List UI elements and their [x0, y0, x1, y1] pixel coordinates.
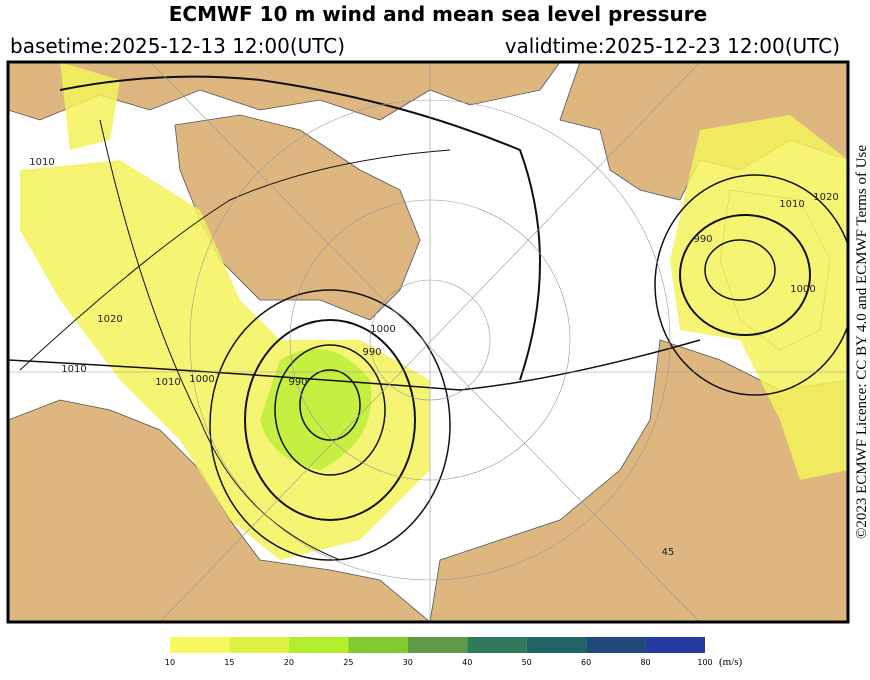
colorbar-segment — [526, 637, 587, 653]
contour-label: 1000 — [790, 284, 815, 295]
contour-label: 990 — [362, 347, 381, 358]
colorbar-tick-label: 10 — [165, 658, 175, 667]
contour-label: 1010 — [29, 157, 54, 168]
contour-label: 1000 — [370, 324, 395, 335]
colorbar-segment — [586, 637, 646, 653]
validtime: validtime:2025-12-23 12:00(UTC) — [505, 34, 840, 58]
colorbar-tick-label: 80 — [640, 658, 650, 667]
contour-label: 45 — [662, 547, 675, 558]
colorbar-tick-label: 50 — [522, 658, 532, 667]
colorbar-tick-label: 60 — [581, 658, 591, 667]
contour-label: 1010 — [779, 199, 804, 210]
colorbar-segment — [348, 637, 408, 653]
contour-label: 990 — [693, 234, 712, 245]
isobars — [8, 75, 848, 561]
colorbar-segment — [288, 637, 349, 653]
colorbar-tick-label: 100 — [697, 658, 712, 667]
colorbar-tick-label: 20 — [284, 658, 294, 667]
basetime: basetime:2025-12-13 12:00(UTC) — [10, 34, 345, 58]
graticule — [8, 62, 848, 622]
colorbar-tick-label: 25 — [343, 658, 353, 667]
map — [8, 62, 848, 622]
contour-label: 1000 — [189, 374, 214, 385]
map-frame — [6, 60, 850, 624]
colorbar-segment — [407, 637, 468, 653]
colorbar-tick-label: 15 — [224, 658, 234, 667]
colorbar-segment — [645, 637, 705, 653]
colorbar-segment — [170, 637, 230, 653]
contour-label: 1010 — [61, 364, 86, 375]
colorbar-segment — [467, 637, 527, 653]
colorbar-tick-label: 30 — [403, 658, 413, 667]
colorbar-segment — [229, 637, 289, 653]
licence: ©2023 ECMWF Licence: CC BY 4.0 and ECMWF… — [854, 145, 870, 539]
contour-label: 1020 — [97, 314, 122, 325]
colorbar: 10 15 20 25 30 40 50 60 80 100 (m/s) — [165, 637, 743, 668]
colorbar-unit: (m/s) — [719, 656, 743, 668]
contour-label: 1010 — [155, 377, 180, 388]
colorbar-tick-label: 40 — [462, 658, 472, 667]
title: ECMWF 10 m wind and mean sea level press… — [169, 2, 707, 26]
contour-label: 1020 — [813, 192, 838, 203]
contour-label: 990 — [288, 377, 307, 388]
